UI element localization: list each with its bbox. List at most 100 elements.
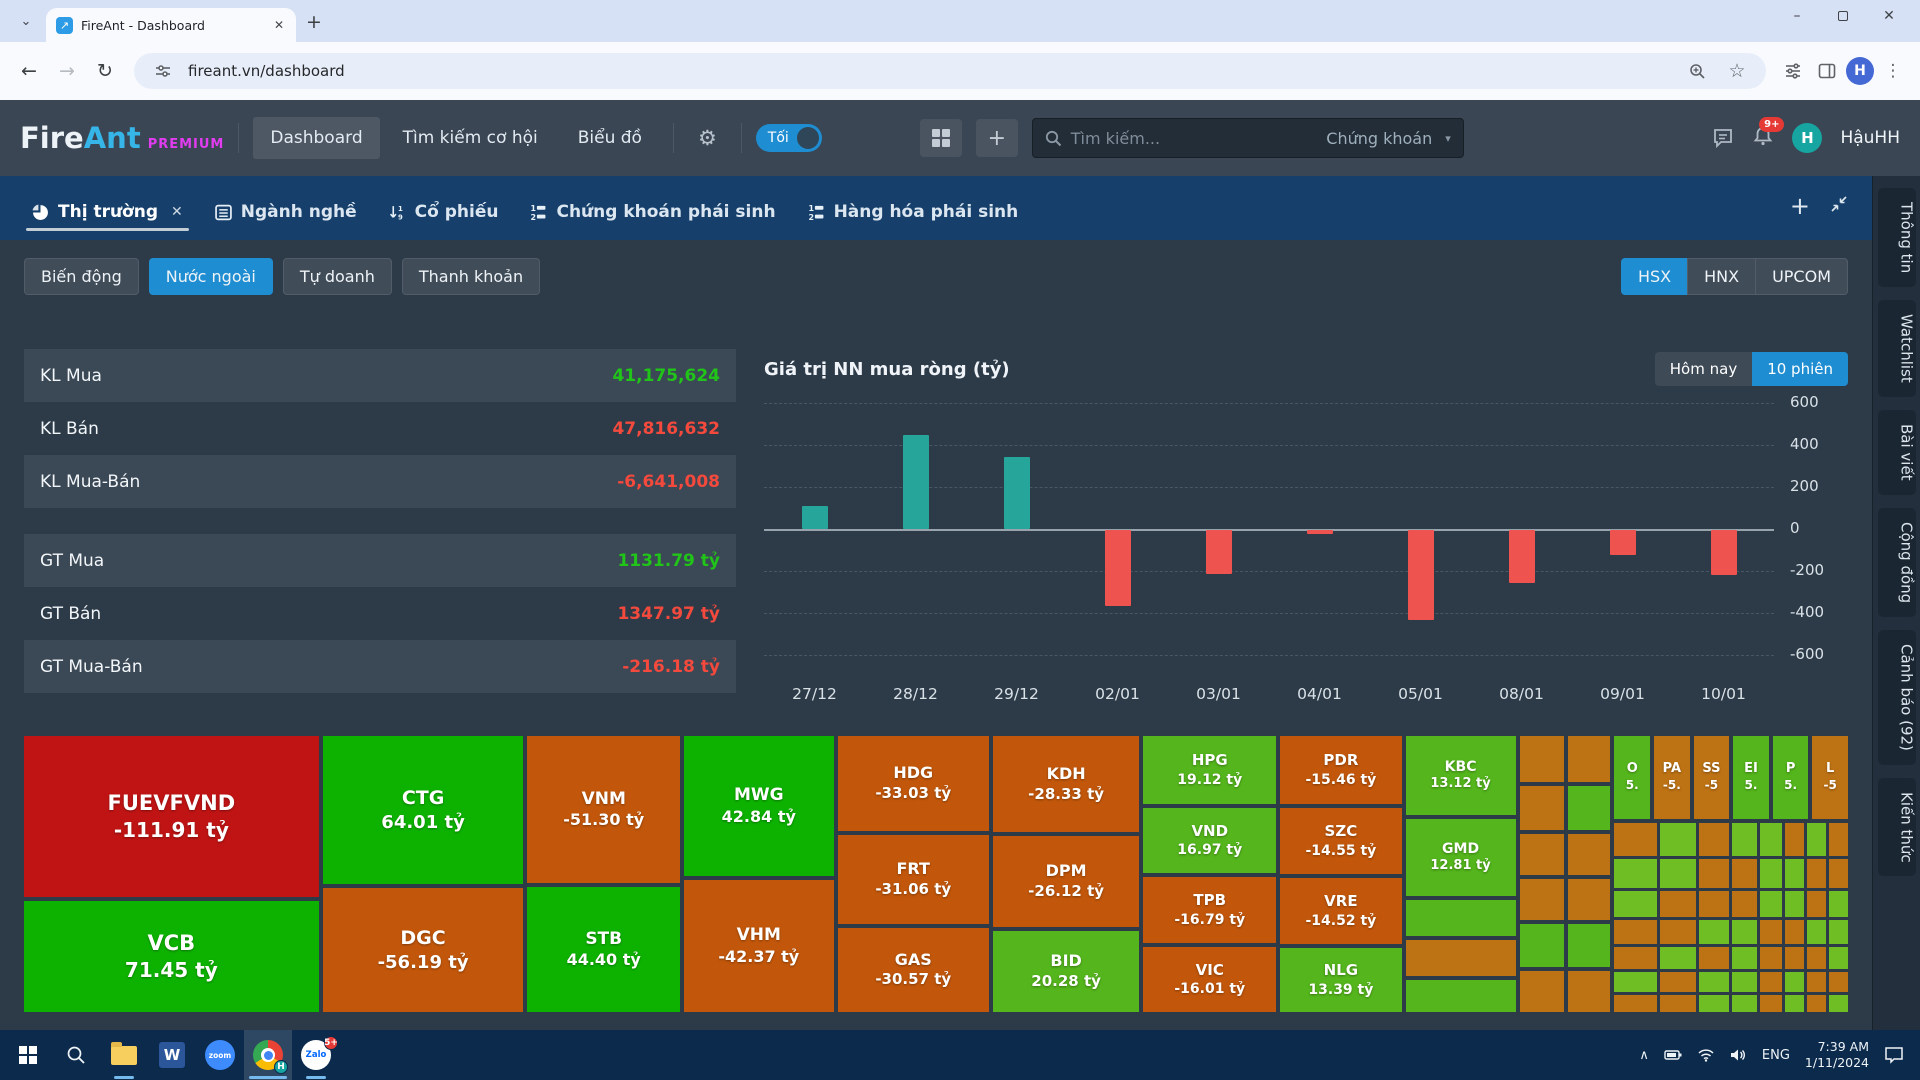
treemap-cell[interactable] <box>1519 736 1565 783</box>
global-search[interactable]: Tìm kiếm... Chứng khoán ▾ <box>1031 118 1464 158</box>
treemap-micro-cell[interactable] <box>1784 946 1804 969</box>
treemap-micro-cell[interactable] <box>1806 994 1826 1012</box>
treemap-cell-stb[interactable]: STB 44.40 tỷ <box>527 887 680 1012</box>
window-maximize-button[interactable] <box>1820 0 1866 32</box>
chart-bar[interactable] <box>1710 530 1737 576</box>
treemap-cell-pdr[interactable]: PDR -15.46 tỷ <box>1280 736 1402 805</box>
wifi-icon[interactable] <box>1697 1048 1715 1062</box>
chat-icon[interactable] <box>1712 127 1734 149</box>
treemap-micro-cell[interactable] <box>1659 971 1697 992</box>
browser-menu-icon[interactable]: ⋮ <box>1884 61 1902 81</box>
treemap-cell-ctg[interactable]: CTG 64.01 tỷ <box>322 736 524 885</box>
nav-item-bieu-do[interactable]: Biểu đồ <box>577 128 642 148</box>
treemap-micro-cell[interactable] <box>1828 994 1848 1012</box>
treemap-micro-cell[interactable] <box>1731 971 1758 992</box>
tab-strip-chevron-icon[interactable]: ⌄ <box>20 13 32 29</box>
treemap-cell-vre[interactable]: VRE -14.52 tỷ <box>1280 878 1402 945</box>
treemap-micro-cell[interactable] <box>1784 919 1804 944</box>
layout-grid-button[interactable] <box>919 119 962 157</box>
nav-item-tim-kiem-co-hoi[interactable]: Tìm kiếm cơ hội <box>402 128 538 148</box>
view-button-tu-doanh[interactable]: Tự doanh <box>282 258 392 295</box>
side-panel-icon[interactable] <box>1812 56 1842 86</box>
treemap-micro-cell[interactable] <box>1784 994 1804 1012</box>
treemap-cell-vnd[interactable]: VND 16.97 tỷ <box>1143 808 1277 874</box>
view-button-nuoc-ngoai[interactable]: Nước ngoài <box>148 258 273 295</box>
user-avatar[interactable]: H <box>1792 123 1823 153</box>
treemap-micro-cell[interactable] <box>1760 994 1782 1012</box>
treemap-cell-vcb[interactable]: VCB 71.45 tỷ <box>24 900 319 1012</box>
treemap-micro-cell[interactable] <box>1828 859 1848 888</box>
treemap-cell[interactable] <box>1405 939 1516 976</box>
window-close-button[interactable]: ✕ <box>1883 8 1895 24</box>
exchange-button-hsx[interactable]: HSX <box>1620 258 1689 295</box>
extensions-icon[interactable] <box>1778 56 1808 86</box>
fireant-logo[interactable]: Fire Ant PREMIUM <box>20 121 225 155</box>
treemap-micro-cell[interactable] <box>1699 823 1729 857</box>
treemap-cell[interactable] <box>1519 833 1565 875</box>
treemap-cell[interactable] <box>1405 979 1516 1013</box>
tab-close-icon[interactable]: ✕ <box>171 204 183 220</box>
treemap-cell-hpg[interactable]: HPG 19.12 tỷ <box>1143 736 1277 805</box>
treemap-micro-cell[interactable] <box>1614 890 1657 917</box>
treemap-micro-cell[interactable] <box>1784 971 1804 992</box>
treemap-micro-cell[interactable] <box>1828 919 1848 944</box>
chart-bar[interactable] <box>1609 530 1636 556</box>
treemap-cell-vhm[interactable]: VHM -42.37 tỷ <box>683 879 834 1012</box>
treemap-micro-cell[interactable] <box>1828 971 1848 992</box>
treemap-micro-cell[interactable] <box>1699 919 1729 944</box>
treemap-micro-cell[interactable] <box>1659 890 1697 917</box>
treemap-micro-cell[interactable] <box>1699 890 1729 917</box>
treemap-micro-cell[interactable] <box>1614 994 1657 1012</box>
stat-row[interactable]: KL Mua-Bán -6,641,008 <box>24 455 736 508</box>
treemap-cell-kbc[interactable]: KBC 13.12 tỷ <box>1405 736 1516 815</box>
treemap-micro-cell[interactable] <box>1760 971 1782 992</box>
workspace-tab-co-phieu[interactable]: 1 9 Cổ phiếu <box>373 202 515 240</box>
chart-bar[interactable] <box>801 505 828 529</box>
treemap-cell-vnm[interactable]: VNM -51.30 tỷ <box>527 736 680 884</box>
treemap-cell[interactable] <box>1568 786 1611 830</box>
treemap-micro-cell[interactable] <box>1806 859 1826 888</box>
chart-bar[interactable] <box>1306 530 1333 535</box>
username[interactable]: HậuHH <box>1840 128 1900 148</box>
action-center-icon[interactable] <box>1884 1046 1904 1064</box>
treemap-cell-gas[interactable]: GAS -30.57 tỷ <box>837 927 989 1013</box>
treemap-micro-cell[interactable] <box>1614 971 1657 992</box>
view-button-thanh-khoan[interactable]: Thanh khoản <box>401 258 541 295</box>
settings-gear-icon[interactable]: ⚙ <box>697 126 717 150</box>
treemap-cell-tpb[interactable]: TPB -16.79 tỷ <box>1143 877 1277 944</box>
add-tab-icon[interactable]: + <box>1789 192 1810 220</box>
chart-bar[interactable] <box>902 434 929 529</box>
rail-tab-watchlist[interactable]: Watchlist <box>1877 300 1916 397</box>
treemap-micro-cell[interactable] <box>1828 823 1848 857</box>
treemap-micro-cell[interactable] <box>1614 919 1657 944</box>
chrome-button[interactable]: H <box>244 1030 292 1080</box>
treemap-micro-cell[interactable] <box>1760 946 1782 969</box>
battery-icon[interactable] <box>1664 1049 1682 1061</box>
forward-button[interactable]: → <box>59 60 75 82</box>
chart-bar[interactable] <box>1003 456 1030 529</box>
workspace-tab-nganh-nghe[interactable]: Ngành nghề <box>199 202 373 240</box>
treemap-cell[interactable] <box>1568 971 1611 1012</box>
treemap-micro-cell[interactable] <box>1614 859 1657 888</box>
dark-mode-toggle[interactable]: Tối <box>755 124 822 152</box>
treemap-cell[interactable] <box>1568 833 1611 875</box>
workspace-tab-thi-truong[interactable]: Thị trường ✕ <box>16 202 199 240</box>
treemap-micro-cell[interactable] <box>1784 859 1804 888</box>
treemap-micro-cell[interactable] <box>1699 859 1729 888</box>
site-info-icon[interactable] <box>148 56 178 86</box>
treemap-micro-cell[interactable] <box>1806 919 1826 944</box>
chart-range-active[interactable]: 10 phiên <box>1752 352 1848 386</box>
treemap-cell-gmd[interactable]: GMD 12.81 tỷ <box>1405 818 1516 896</box>
treemap-cell-dgc[interactable]: DGC -56.19 tỷ <box>322 888 524 1012</box>
rail-tab-cong-dong[interactable]: Cộng đồng <box>1877 507 1916 617</box>
search-scope-select[interactable]: Chứng khoán <box>1326 128 1433 148</box>
treemap-cell-pa[interactable]: PA -5. <box>1654 736 1690 820</box>
treemap-micro-cell[interactable] <box>1659 994 1697 1012</box>
stat-row[interactable]: GT Mua 1131.79 tỷ <box>24 534 736 587</box>
treemap-cell[interactable] <box>1519 971 1565 1012</box>
stat-row[interactable]: GT Bán 1347.97 tỷ <box>24 587 736 640</box>
chart-bar[interactable] <box>1205 530 1232 575</box>
treemap-cell[interactable] <box>1405 899 1516 936</box>
treemap-micro-cell[interactable] <box>1614 823 1657 857</box>
nav-item-dashboard[interactable]: Dashboard <box>253 117 380 159</box>
